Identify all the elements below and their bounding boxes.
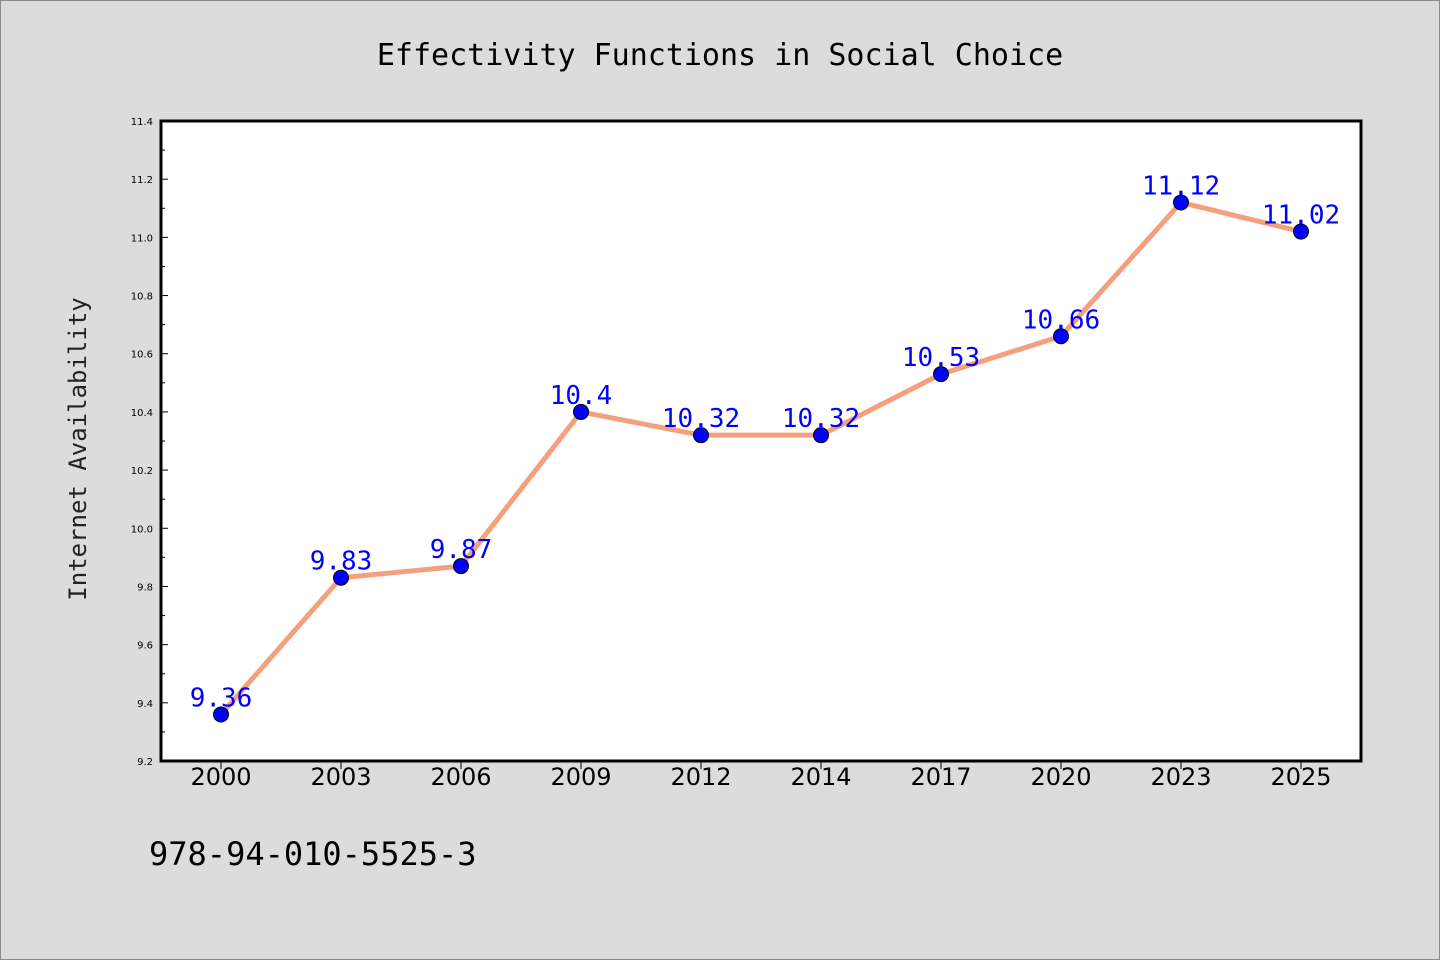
x-tick-label: 2012 <box>670 763 731 791</box>
data-point-marker <box>1293 223 1309 240</box>
x-tick-label: 2003 <box>310 763 371 791</box>
x-tick-label: 2006 <box>430 763 491 791</box>
x-axis: 2000 2003 2006 2009 2012 2014 2017 2020 2023 2025 <box>190 761 1332 791</box>
x-tick-label: 2014 <box>790 763 851 791</box>
data-value-label: 10.32 <box>662 404 740 434</box>
data-value-label: 10.66 <box>1022 305 1100 335</box>
x-tick-label: 2023 <box>1150 763 1211 791</box>
x-tick-label: 2000 <box>190 763 251 791</box>
y-tick-label: 10.2 <box>131 466 153 477</box>
data-point-marker <box>333 569 349 586</box>
y-tick-label: 9.2 <box>137 757 153 768</box>
x-tick-label: 2020 <box>1030 763 1091 791</box>
y-tick-label: 10.0 <box>131 524 153 535</box>
data-value-label: 10.32 <box>782 404 860 434</box>
data-value-label: 9.83 <box>310 547 373 577</box>
series-line <box>218 199 1304 717</box>
x-tick-label: 2017 <box>910 763 971 791</box>
y-tick-label: 10.8 <box>131 292 153 303</box>
data-value-label: 10.4 <box>550 381 613 411</box>
y-axis-label: Internet Availability <box>64 297 92 600</box>
isbn-text: 978-94-010-5525-3 <box>149 835 477 873</box>
data-point-marker <box>933 366 949 383</box>
y-tick-label: 10.4 <box>131 408 153 419</box>
y-tick-label: 9.4 <box>137 699 153 710</box>
data-value-label: 11.02 <box>1262 201 1340 231</box>
y-tick-label: 9.6 <box>137 641 153 652</box>
data-labels: 9.36 9.83 9.87 10.4 10.32 10.32 10.53 10.66 11.1… <box>190 171 1340 713</box>
data-point-marker <box>813 427 829 444</box>
data-value-label: 9.36 <box>190 683 253 713</box>
data-point-marker <box>453 558 469 575</box>
x-tick-label: 2009 <box>550 763 611 791</box>
y-axis: 9.2 9.4 9.6 9.8 10.0 10.2 10.4 10.6 10.8 11.0 11.2… <box>131 117 168 768</box>
chart-title: Effectivity Functions in Social Choice <box>377 38 1063 73</box>
y-tick-label: 11.2 <box>131 175 153 186</box>
data-point-marker <box>573 403 589 420</box>
data-value-label: 10.53 <box>902 343 980 373</box>
data-point-marker <box>693 427 709 444</box>
data-value-label: 9.87 <box>430 535 493 565</box>
data-point-marker <box>1053 328 1069 345</box>
data-series <box>213 194 1309 723</box>
y-tick-label: 9.8 <box>137 582 153 593</box>
y-tick-label: 10.6 <box>131 350 153 361</box>
x-tick-label: 2025 <box>1270 763 1331 791</box>
data-value-label: 11.12 <box>1142 171 1220 201</box>
data-point-marker <box>1173 194 1189 211</box>
y-tick-label: 11.4 <box>131 117 153 128</box>
plot-area <box>159 119 1363 763</box>
data-point-marker <box>213 706 229 723</box>
y-tick-label: 11.0 <box>131 233 153 244</box>
